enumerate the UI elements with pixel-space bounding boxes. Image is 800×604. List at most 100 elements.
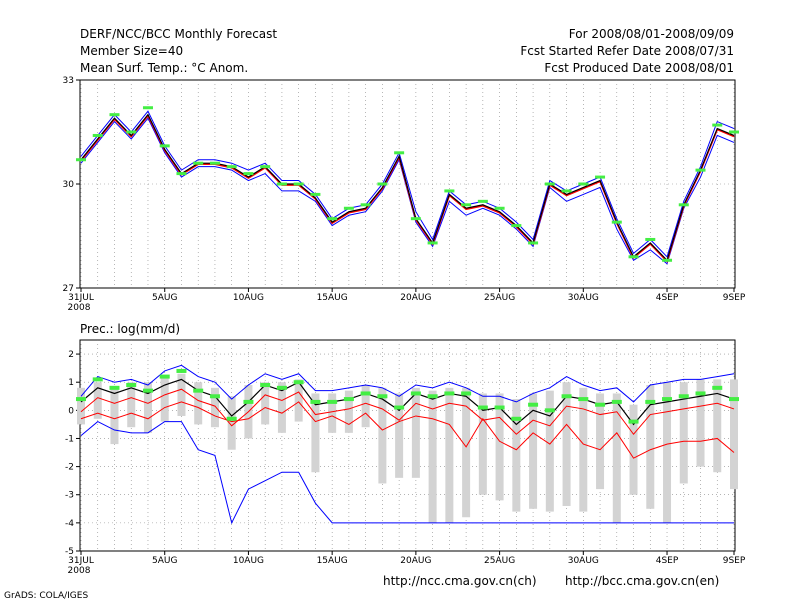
temp-upper-line: [80, 110, 735, 258]
prec-spread-bar: [478, 393, 487, 495]
prec-spread-bar: [663, 382, 672, 523]
y-tick-label: -5: [65, 547, 74, 557]
temp-observed-marker: [712, 123, 723, 127]
temp-observed-marker: [645, 237, 656, 241]
prec-observed-marker: [327, 399, 338, 404]
footer: http://ncc.cma.gov.cn(ch) http://bcc.cma…: [4, 574, 719, 601]
header-start-date: Fcst Started Refer Date 2008/07/31: [520, 44, 734, 58]
temp-observed-marker: [92, 133, 103, 137]
prec-spread-bar: [646, 385, 655, 509]
x-tick-label: 4SEP: [656, 293, 679, 303]
y-tick-label: -3: [65, 491, 74, 501]
prec-observed-marker: [343, 397, 354, 402]
x-tick-label: 9SEP: [723, 556, 746, 566]
x-tick-label: 25AUG: [484, 293, 515, 303]
prec-spread-bar: [445, 387, 454, 523]
y-tick-label: 0: [68, 406, 74, 416]
prec-spread-bar: [227, 396, 236, 450]
grads-credit: GrADS: COLA/IGES: [4, 591, 88, 600]
prec-upper-decile-line: [80, 388, 735, 436]
prec-spread-bar: [93, 382, 102, 419]
prec-observed-marker: [260, 383, 271, 388]
prec-spread-bar: [730, 379, 738, 490]
y-tick-label: -4: [65, 519, 74, 529]
temp-observed-marker: [226, 165, 237, 169]
temp-observed-marker: [494, 206, 505, 210]
prec-observed-marker: [578, 397, 589, 402]
prec-observed-marker: [360, 391, 371, 396]
prec-spread-bar: [127, 382, 136, 428]
x-tick-label: 5AUG: [152, 556, 177, 566]
prec-lower-decile-line: [80, 401, 735, 459]
prec-observed-marker: [561, 394, 572, 399]
precipitation-panel: Prec.: log(mm/d) -5 -4 -3 -2 -1 0 1 2 31JUL 5AUG 10…: [65, 322, 746, 576]
x-tick-label: 25AUG: [484, 556, 515, 566]
prec-spread-bar: [261, 382, 270, 425]
x-tick-label: 10AUG: [233, 556, 264, 566]
prec-spread-bar: [629, 404, 638, 495]
temp-observed-marker: [578, 182, 589, 186]
prec-spread-bar: [294, 379, 303, 422]
temp-observed-marker: [477, 199, 488, 203]
y-tick-label: -2: [65, 463, 74, 473]
ncc-url-link[interactable]: http://ncc.cma.gov.cn(ch): [383, 574, 537, 588]
prec-observed-marker: [209, 394, 220, 399]
prec-spread-bar: [344, 390, 353, 433]
temp-observed-marker: [628, 255, 639, 259]
x-tick-label: 10AUG: [233, 293, 264, 303]
prec-observed-marker: [712, 385, 723, 390]
temp-observed-marker: [176, 172, 187, 176]
temp-observed-marker: [142, 106, 153, 110]
y-tick-label: 27: [63, 284, 74, 294]
prec-spread-bar: [110, 387, 119, 445]
prec-spread-bar: [378, 387, 387, 484]
x-tick-label: 5AUG: [152, 293, 177, 303]
prec-spread-bar: [177, 373, 186, 416]
temp-observed-marker: [377, 182, 388, 186]
prec-observed-marker: [310, 399, 321, 404]
header-produced-date: Fcst Produced Date 2008/08/01: [544, 61, 734, 75]
header-variable: Mean Surf. Temp.: °C Anom.: [80, 61, 248, 75]
prec-spread-bar: [395, 393, 404, 478]
prec-spread-bar: [210, 387, 219, 428]
prec-observed-marker: [92, 377, 103, 382]
x-tick-year-label: 2008: [68, 566, 91, 576]
temp-observed-marker: [544, 182, 555, 186]
prec-observed-marker: [126, 383, 137, 388]
prec-spread-bar: [579, 387, 588, 512]
temp-observed-marker: [394, 151, 405, 155]
prec-observed-marker: [678, 394, 689, 399]
temp-observed-marker: [360, 203, 371, 207]
y-tick-label: -1: [65, 434, 74, 444]
prec-observed-marker: [645, 399, 656, 404]
temp-observed-marker: [293, 182, 304, 186]
bcc-url-link[interactable]: http://bcc.cma.gov.cn(en): [565, 574, 719, 588]
x-tick-label: 20AUG: [400, 556, 431, 566]
prec-spread-bar: [495, 393, 504, 501]
x-tick-label: 4SEP: [656, 556, 679, 566]
prec-spread-bar: [562, 382, 571, 506]
prec-observed-marker: [377, 394, 388, 399]
prec-observed-marker: [511, 416, 522, 421]
prec-spread-bar: [77, 387, 85, 425]
temp-observed-marker: [327, 217, 338, 221]
temp-observed-marker: [461, 203, 472, 207]
prec-observed-marker: [193, 388, 204, 393]
header-period: For 2008/08/01-2008/09/09: [569, 27, 734, 41]
prec-observed-marker: [611, 399, 622, 404]
prec-spread-bar: [311, 393, 320, 473]
prec-spread-bar: [428, 390, 437, 523]
temp-observed-marker: [343, 206, 354, 210]
prec-spread-bar: [696, 379, 705, 467]
prec-spread-bar: [612, 393, 621, 523]
header-member-size: Member Size=40: [80, 44, 183, 58]
x-tick-label: 30AUG: [568, 556, 599, 566]
temp-observed-marker: [243, 172, 254, 176]
temp-observed-marker: [511, 224, 522, 228]
prec-observed-marker: [595, 402, 606, 407]
header-title: DERF/NCC/BCC Monthly Forecast: [80, 27, 277, 41]
prec-observed-marker: [226, 416, 237, 421]
prec-observed-marker: [76, 397, 86, 402]
prec-spread-bar: [512, 399, 521, 512]
